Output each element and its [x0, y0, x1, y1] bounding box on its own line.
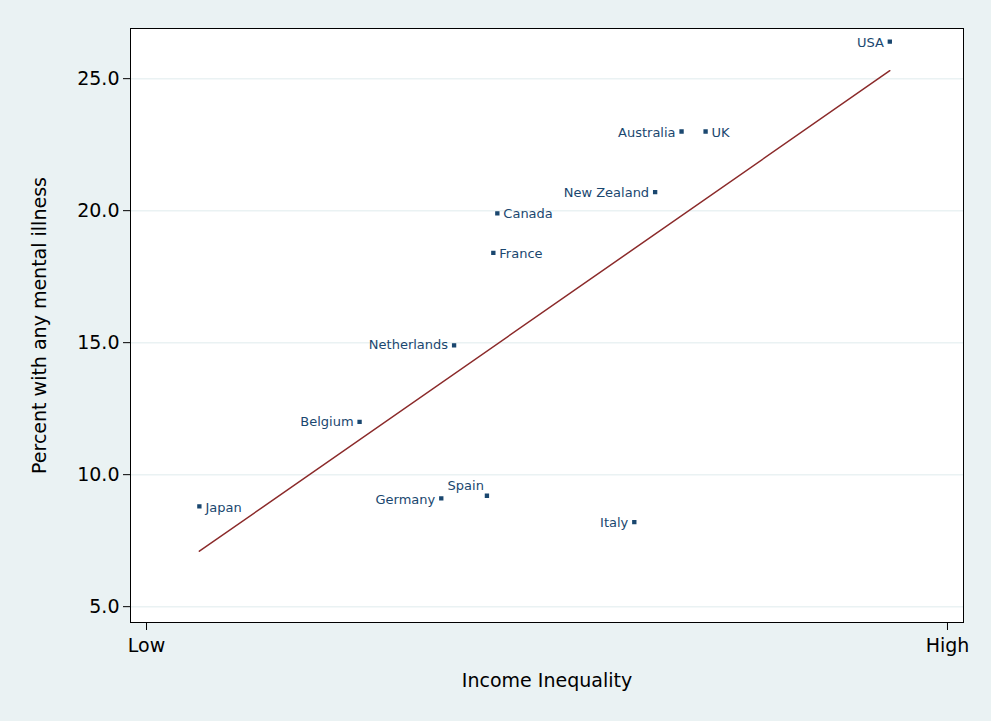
svg-text:Canada: Canada — [503, 206, 552, 221]
svg-text:Italy: Italy — [600, 515, 629, 530]
svg-text:25.0: 25.0 — [77, 67, 119, 89]
svg-text:High: High — [926, 634, 970, 656]
svg-text:Spain: Spain — [448, 478, 484, 493]
svg-text:5.0: 5.0 — [89, 595, 119, 617]
svg-text:UK: UK — [712, 125, 731, 140]
svg-text:Australia: Australia — [618, 125, 676, 140]
svg-text:Netherlands: Netherlands — [369, 337, 448, 352]
svg-text:15.0: 15.0 — [77, 331, 119, 353]
svg-text:20.0: 20.0 — [77, 199, 119, 221]
svg-text:Low: Low — [128, 634, 165, 656]
svg-text:Japan: Japan — [204, 500, 241, 515]
svg-text:Belgium: Belgium — [300, 414, 353, 429]
svg-text:Income Inequality: Income Inequality — [462, 669, 632, 691]
svg-text:Germany: Germany — [376, 492, 436, 507]
svg-text:Percent with any mental illnes: Percent with any mental illness — [28, 177, 50, 474]
svg-text:10.0: 10.0 — [77, 463, 119, 485]
svg-text:USA: USA — [857, 35, 884, 50]
svg-text:France: France — [499, 246, 542, 261]
svg-text:New Zealand: New Zealand — [564, 185, 649, 200]
